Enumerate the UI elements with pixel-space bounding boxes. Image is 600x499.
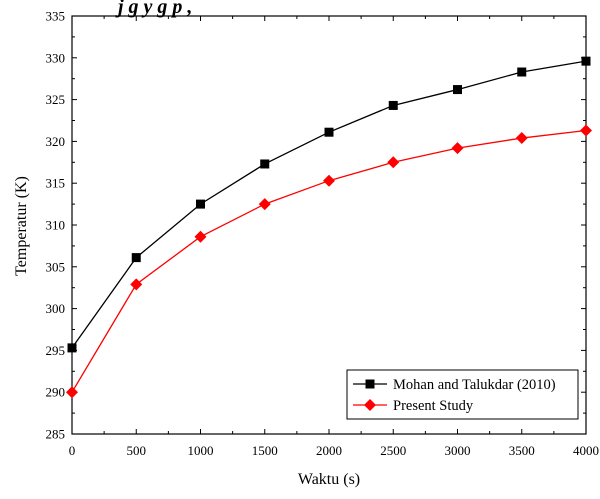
x-tick-label: 0 <box>69 443 76 458</box>
data-point <box>258 198 271 211</box>
axes-layer: 0 500 1000 1500 2000 2500 3000 3500 4000 285 290 29… <box>46 9 600 459</box>
y-tick-label: 335 <box>46 9 66 24</box>
data-point <box>67 343 77 353</box>
x-tick-label: 3500 <box>509 443 535 458</box>
data-point <box>580 124 592 137</box>
y-tick-label: 310 <box>46 218 66 233</box>
y-tick-label: 325 <box>46 92 66 107</box>
data-point <box>323 174 335 187</box>
series-layer <box>66 56 592 399</box>
series-line <box>71 129 587 393</box>
data-point <box>130 278 143 291</box>
x-tick-label: 1500 <box>252 443 278 458</box>
x-axis-title: Waktu (s) <box>298 471 360 488</box>
data-point <box>517 67 527 77</box>
legend-label: Present Study <box>393 398 474 414</box>
data-point <box>451 142 464 155</box>
data-point <box>581 56 591 66</box>
data-point <box>194 230 207 243</box>
data-point <box>131 253 141 263</box>
data-point <box>453 85 462 95</box>
data-point <box>515 132 528 145</box>
data-point <box>260 159 270 169</box>
legend-marker <box>365 379 375 389</box>
x-tick-label: 1000 <box>188 443 214 458</box>
series-2 <box>66 124 592 399</box>
legend: Mohan and Talukdar (2010) Present Study <box>346 369 579 420</box>
x-tick-label: 4000 <box>573 443 599 458</box>
legend-marker <box>364 399 376 411</box>
x-tick-label: 500 <box>127 443 147 458</box>
y-tick-label: 290 <box>46 385 66 400</box>
legend-box <box>346 369 579 420</box>
legend-label: Mohan and Talukdar (2010) <box>393 377 556 393</box>
x-tick-label: 2500 <box>380 443 406 458</box>
y-tick-label: 315 <box>46 176 66 191</box>
y-axis-title: Temperatur (K) <box>13 176 30 276</box>
x-tick-label: 3000 <box>445 443 471 458</box>
data-point <box>388 100 398 110</box>
series-line <box>71 60 587 349</box>
y-tick-label: 285 <box>46 427 66 442</box>
y-tick-label: 330 <box>46 50 66 65</box>
data-point <box>196 199 205 209</box>
data-point <box>66 386 78 399</box>
x-tick-label: 2000 <box>316 443 342 458</box>
y-tick-label: 300 <box>46 301 66 316</box>
series-1 <box>67 56 591 353</box>
chart-title-fragment: j g y g p , <box>115 0 192 18</box>
y-tick-label: 320 <box>46 134 66 149</box>
y-tick-label: 295 <box>46 343 66 358</box>
data-point <box>324 127 334 137</box>
y-tick-label: 305 <box>46 259 66 274</box>
data-point <box>387 156 400 169</box>
